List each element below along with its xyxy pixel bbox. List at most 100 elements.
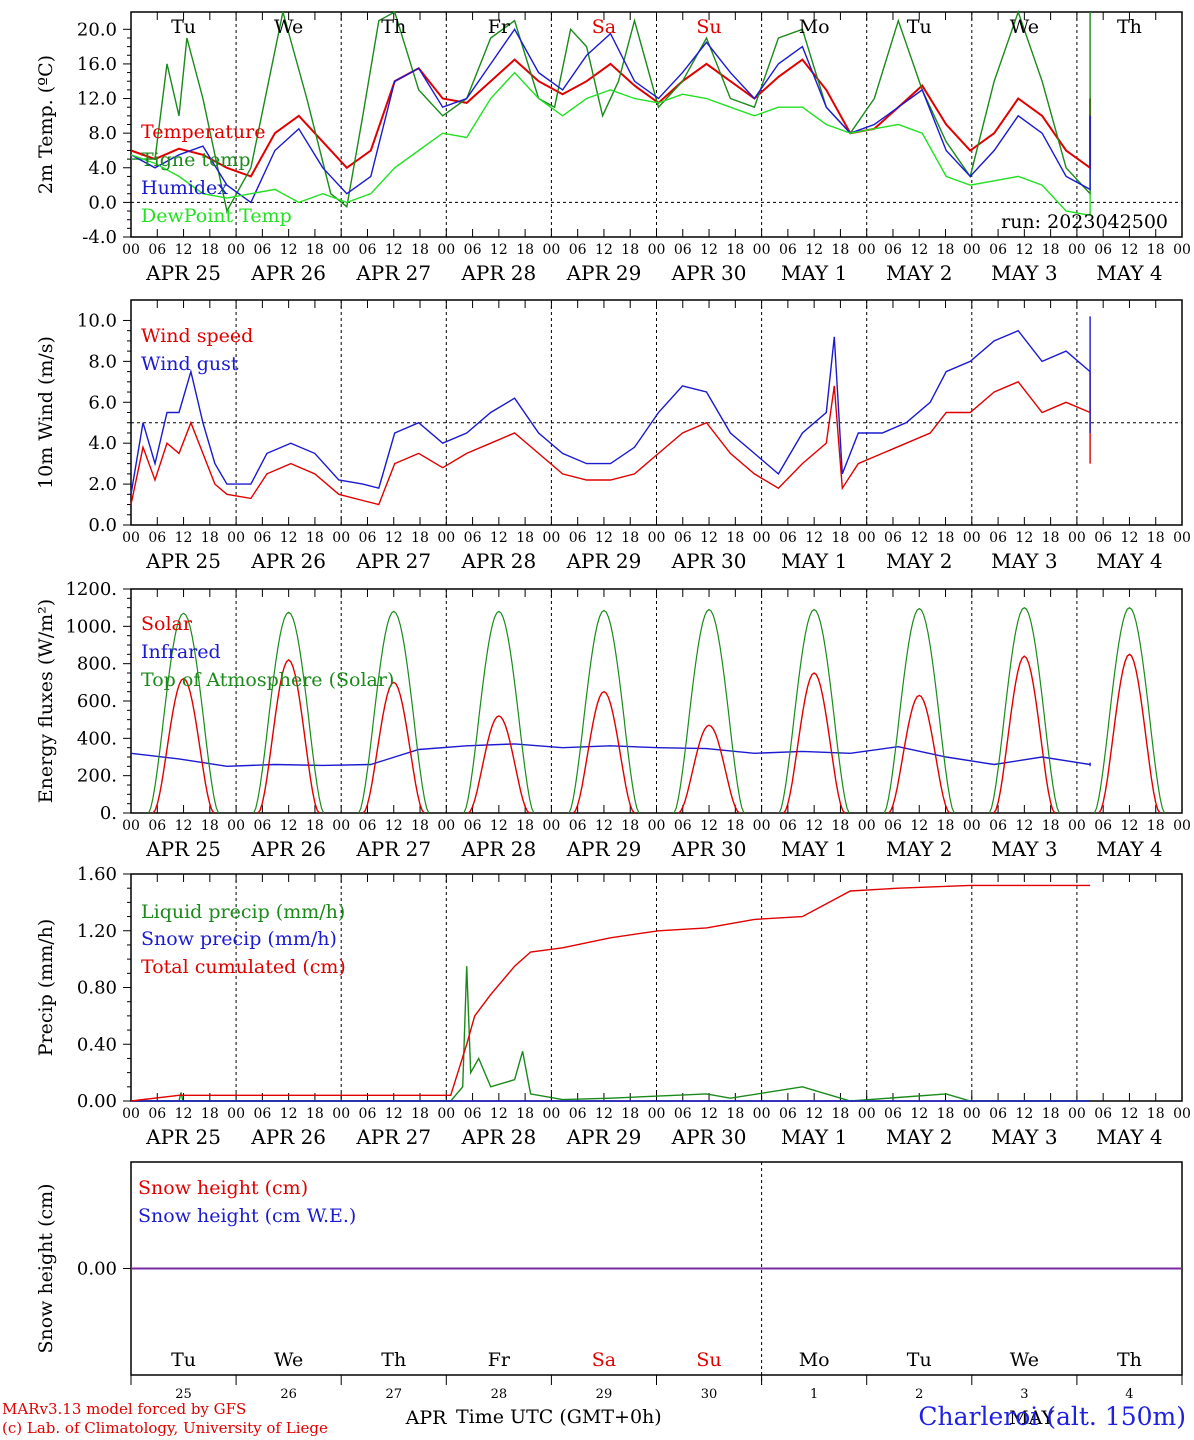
series-line-tigne-temp [131,9,1091,213]
legend-entry: Wind gust [141,353,239,375]
date-label: APR 26 [250,549,326,573]
legend-entry: Snow precip (mm/h) [141,928,337,950]
toa-solar-curve [463,610,535,814]
x-tick-label: 18 [937,242,955,258]
date-label: MAY 4 [1096,837,1162,861]
y-axis-label: 2m Temp. (ºC) [35,55,57,194]
weekday-label: Sa [592,1349,616,1371]
x-tick-label: 00 [753,242,771,258]
y-tick-label: 1.60 [77,864,117,885]
x-tick-label: 18 [411,818,429,834]
x-tick-label: 18 [306,530,324,546]
x-tick-label: 06 [884,530,902,546]
x-tick-label: 18 [621,818,639,834]
solar-curve [152,677,215,814]
x-tick-label: 06 [779,242,797,258]
x-tick-label: 00 [332,818,350,834]
toa-solar-curve [253,611,325,814]
date-label: APR 25 [145,549,221,573]
x-tick-label: 18 [832,1106,850,1122]
date-label: APR 25 [145,837,221,861]
y-tick-label: 8.0 [88,123,117,144]
x-tick-label: 00 [1173,530,1191,546]
x-tick-label: 00 [437,530,455,546]
weekday-label: We [274,16,303,38]
weekday-label: Su [696,16,721,38]
weekday-label: Th [381,1349,406,1371]
date-label: APR 27 [355,261,431,285]
x-tick-label: 06 [569,1106,587,1122]
x-tick-label: 18 [937,1106,955,1122]
x-tick-label: 00 [858,818,876,834]
x-tick-label: 00 [1068,818,1086,834]
day-number-label: 25 [175,1387,192,1402]
x-tick-label: 00 [227,530,245,546]
x-tick-label: 12 [1121,242,1139,258]
x-tick-label: 12 [1121,530,1139,546]
weekday-label: Mo [799,16,830,38]
legend-entry: Snow height (cm W.E.) [138,1205,356,1227]
x-tick-label: 12 [805,1106,823,1122]
x-tick-label: 06 [464,1106,482,1122]
x-tick-label: 00 [963,818,981,834]
date-label: MAY 2 [886,261,952,285]
x-tick-label: 00 [1068,242,1086,258]
x-tick-label: 18 [516,242,534,258]
date-label: APR 26 [250,1125,326,1149]
toa-solar-curve [988,606,1060,814]
x-tick-label: 12 [280,530,298,546]
x-tick-label: 18 [306,818,324,834]
x-tick-label: 06 [253,1106,271,1122]
x-tick-label: 00 [542,1106,560,1122]
date-label: APR 30 [671,837,747,861]
x-tick-label: 18 [1042,242,1060,258]
x-tick-label: 00 [1173,1106,1191,1122]
y-tick-label: 2.0 [88,474,117,495]
x-tick-label: 00 [648,1106,666,1122]
x-tick-label: 00 [858,242,876,258]
series-line-dewpoint-temp [130,71,1091,217]
legend-entry: Tigne temp [141,149,251,171]
x-tick-label: 00 [648,530,666,546]
toa-solar-curve [147,612,220,814]
x-tick-label: 06 [1094,818,1112,834]
x-tick-label: 06 [1094,1106,1112,1122]
toa-solar-curve [1093,606,1166,814]
x-tick-label: 00 [648,818,666,834]
date-label: MAY 3 [991,1125,1057,1149]
y-tick-label: -4.0 [82,227,117,248]
day-number-label: 3 [1020,1387,1028,1402]
x-tick-label: 00 [437,242,455,258]
y-tick-label: 0.00 [77,1091,117,1112]
weekday-label: We [1010,1349,1039,1371]
x-tick-label: 06 [464,530,482,546]
legend-entry: DewPoint Temp [141,205,292,227]
x-tick-label: 06 [359,818,377,834]
series-line-wind-gust [130,316,1091,495]
x-tick-label: 06 [359,530,377,546]
x-tick-label: 00 [332,242,350,258]
x-tick-label: 00 [122,242,140,258]
y-tick-label: 0.40 [77,1034,117,1055]
x-tick-label: 12 [595,1106,613,1122]
solar-curve [467,715,530,814]
x-tick-label: 18 [411,1106,429,1122]
weekday-label: Tu [907,16,932,38]
x-tick-label: 00 [227,818,245,834]
x-tick-label: 00 [858,1106,876,1122]
x-tick-label: 12 [490,818,508,834]
legend-entry: Wind speed [141,325,253,347]
solar-curve [782,672,846,814]
weekday-label: Mo [799,1349,830,1371]
x-tick-label: 06 [989,818,1007,834]
x-tick-label: 12 [1015,242,1033,258]
x-tick-label: 00 [227,242,245,258]
y-tick-label: 12.0 [77,89,117,110]
x-tick-label: 12 [490,530,508,546]
x-tick-label: 18 [306,1106,324,1122]
date-label: MAY 4 [1096,1125,1162,1149]
x-tick-label: 06 [148,530,166,546]
x-tick-label: 12 [700,530,718,546]
x-tick-label: 18 [1147,1106,1165,1122]
x-tick-label: 18 [1042,1106,1060,1122]
